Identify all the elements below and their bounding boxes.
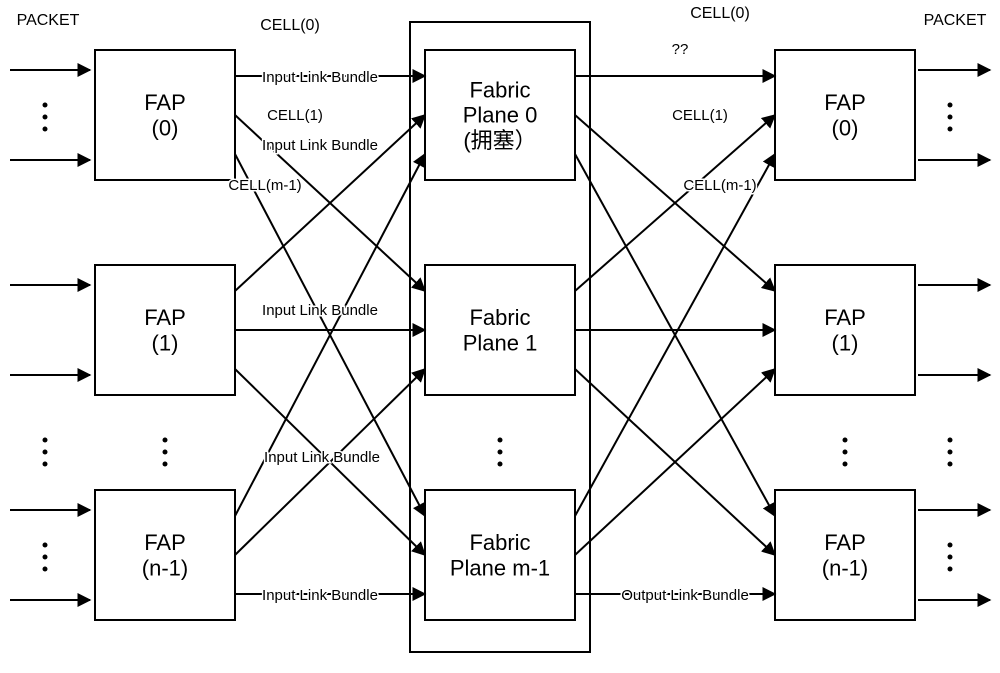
edge-label-5: Input Link Bundle: [264, 449, 380, 466]
cell0-right-label: CELL(0): [690, 5, 750, 22]
vdots: [43, 543, 48, 572]
fap-n-1-label: FAP: [144, 530, 186, 555]
fap-1-label: (1): [152, 330, 179, 355]
vdots: [43, 103, 48, 132]
fabric-m-1-label: Plane m-1: [450, 555, 550, 580]
vdots: [163, 438, 168, 467]
fabric-0-label: Fabric: [469, 77, 530, 102]
rfap-n-1-label: FAP: [824, 530, 866, 555]
edge-label-3: CELL(m-1): [228, 177, 301, 194]
fabric-1-label: Fabric: [469, 305, 530, 330]
fap-0-label: (0): [152, 115, 179, 140]
cell0-left-label: CELL(0): [260, 17, 320, 34]
edge-label-7: ??: [672, 41, 689, 58]
edge-label-4: Input Link Bundle: [262, 302, 378, 319]
vdots: [498, 438, 503, 467]
edge-label-1: CELL(1): [267, 107, 323, 124]
vdots: [948, 103, 953, 132]
fap-0-label: FAP: [144, 90, 186, 115]
edge-label-0: Input Link Bundle: [262, 69, 378, 86]
packet-right-label: PACKET: [924, 12, 987, 29]
edge-label-9: CELL(m-1): [683, 177, 756, 194]
vdots: [948, 438, 953, 467]
vdots: [843, 438, 848, 467]
edge-label-6: Input Link Bundle: [262, 587, 378, 604]
edge-label-10: Output Link Bundle: [621, 587, 749, 604]
rfap-1-label: FAP: [824, 305, 866, 330]
fabric-m-1-label: Fabric: [469, 530, 530, 555]
vdots: [43, 438, 48, 467]
fap-n-1-label: (n-1): [142, 555, 188, 580]
fap-1-label: FAP: [144, 305, 186, 330]
fabric-1-label: Plane 1: [463, 330, 538, 355]
fabric-0-label: Plane 0: [463, 103, 538, 128]
rfap-n-1-label: (n-1): [822, 555, 868, 580]
rfap-0-label: FAP: [824, 90, 866, 115]
rfap-1-label: (1): [832, 330, 859, 355]
fabric-0-label: (拥塞）: [463, 128, 536, 153]
vdots: [948, 543, 953, 572]
edge-label-2: Input Link Bundle: [262, 137, 378, 154]
rfap-0-label: (0): [832, 115, 859, 140]
edge-label-8: CELL(1): [672, 107, 728, 124]
packet-left-label: PACKET: [17, 12, 80, 29]
